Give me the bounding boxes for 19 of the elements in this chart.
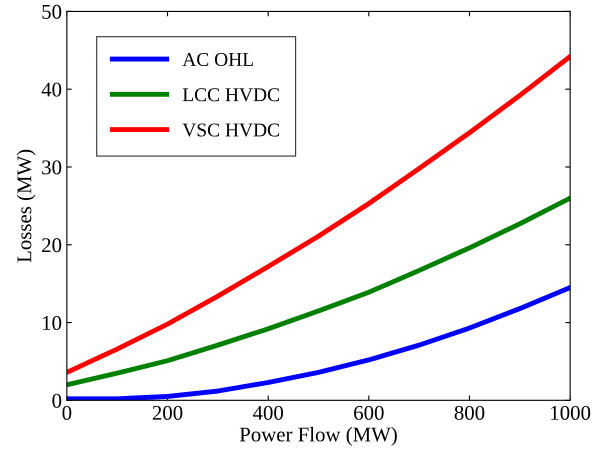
- legend-label: VSC HVDC: [182, 123, 279, 137]
- y-tick-label: 20: [42, 238, 62, 252]
- y-tick-label: 50: [42, 4, 62, 19]
- x-tick-label: 800: [454, 406, 484, 420]
- legend-label: AC OHL: [182, 52, 253, 66]
- y-tick-label: 40: [42, 82, 62, 97]
- x-tick-label: 200: [152, 406, 182, 420]
- x-tick-label: 400: [252, 406, 284, 420]
- line-series: [66, 196, 570, 388]
- legend-label: LCC HVDC: [182, 88, 279, 102]
- x-tick-label: 0: [62, 406, 72, 420]
- x-tick-label: 600: [354, 406, 384, 420]
- y-tick-label: 0: [52, 394, 62, 408]
- y-axis-title: Losses (MW): [16, 150, 36, 262]
- x-tick-label: 1000: [551, 406, 590, 420]
- y-tick-label: 10: [43, 316, 62, 330]
- y-tick-label: 30: [42, 160, 62, 174]
- line-series: [66, 54, 570, 375]
- x-axis-title: Power Flow (MW): [240, 426, 397, 446]
